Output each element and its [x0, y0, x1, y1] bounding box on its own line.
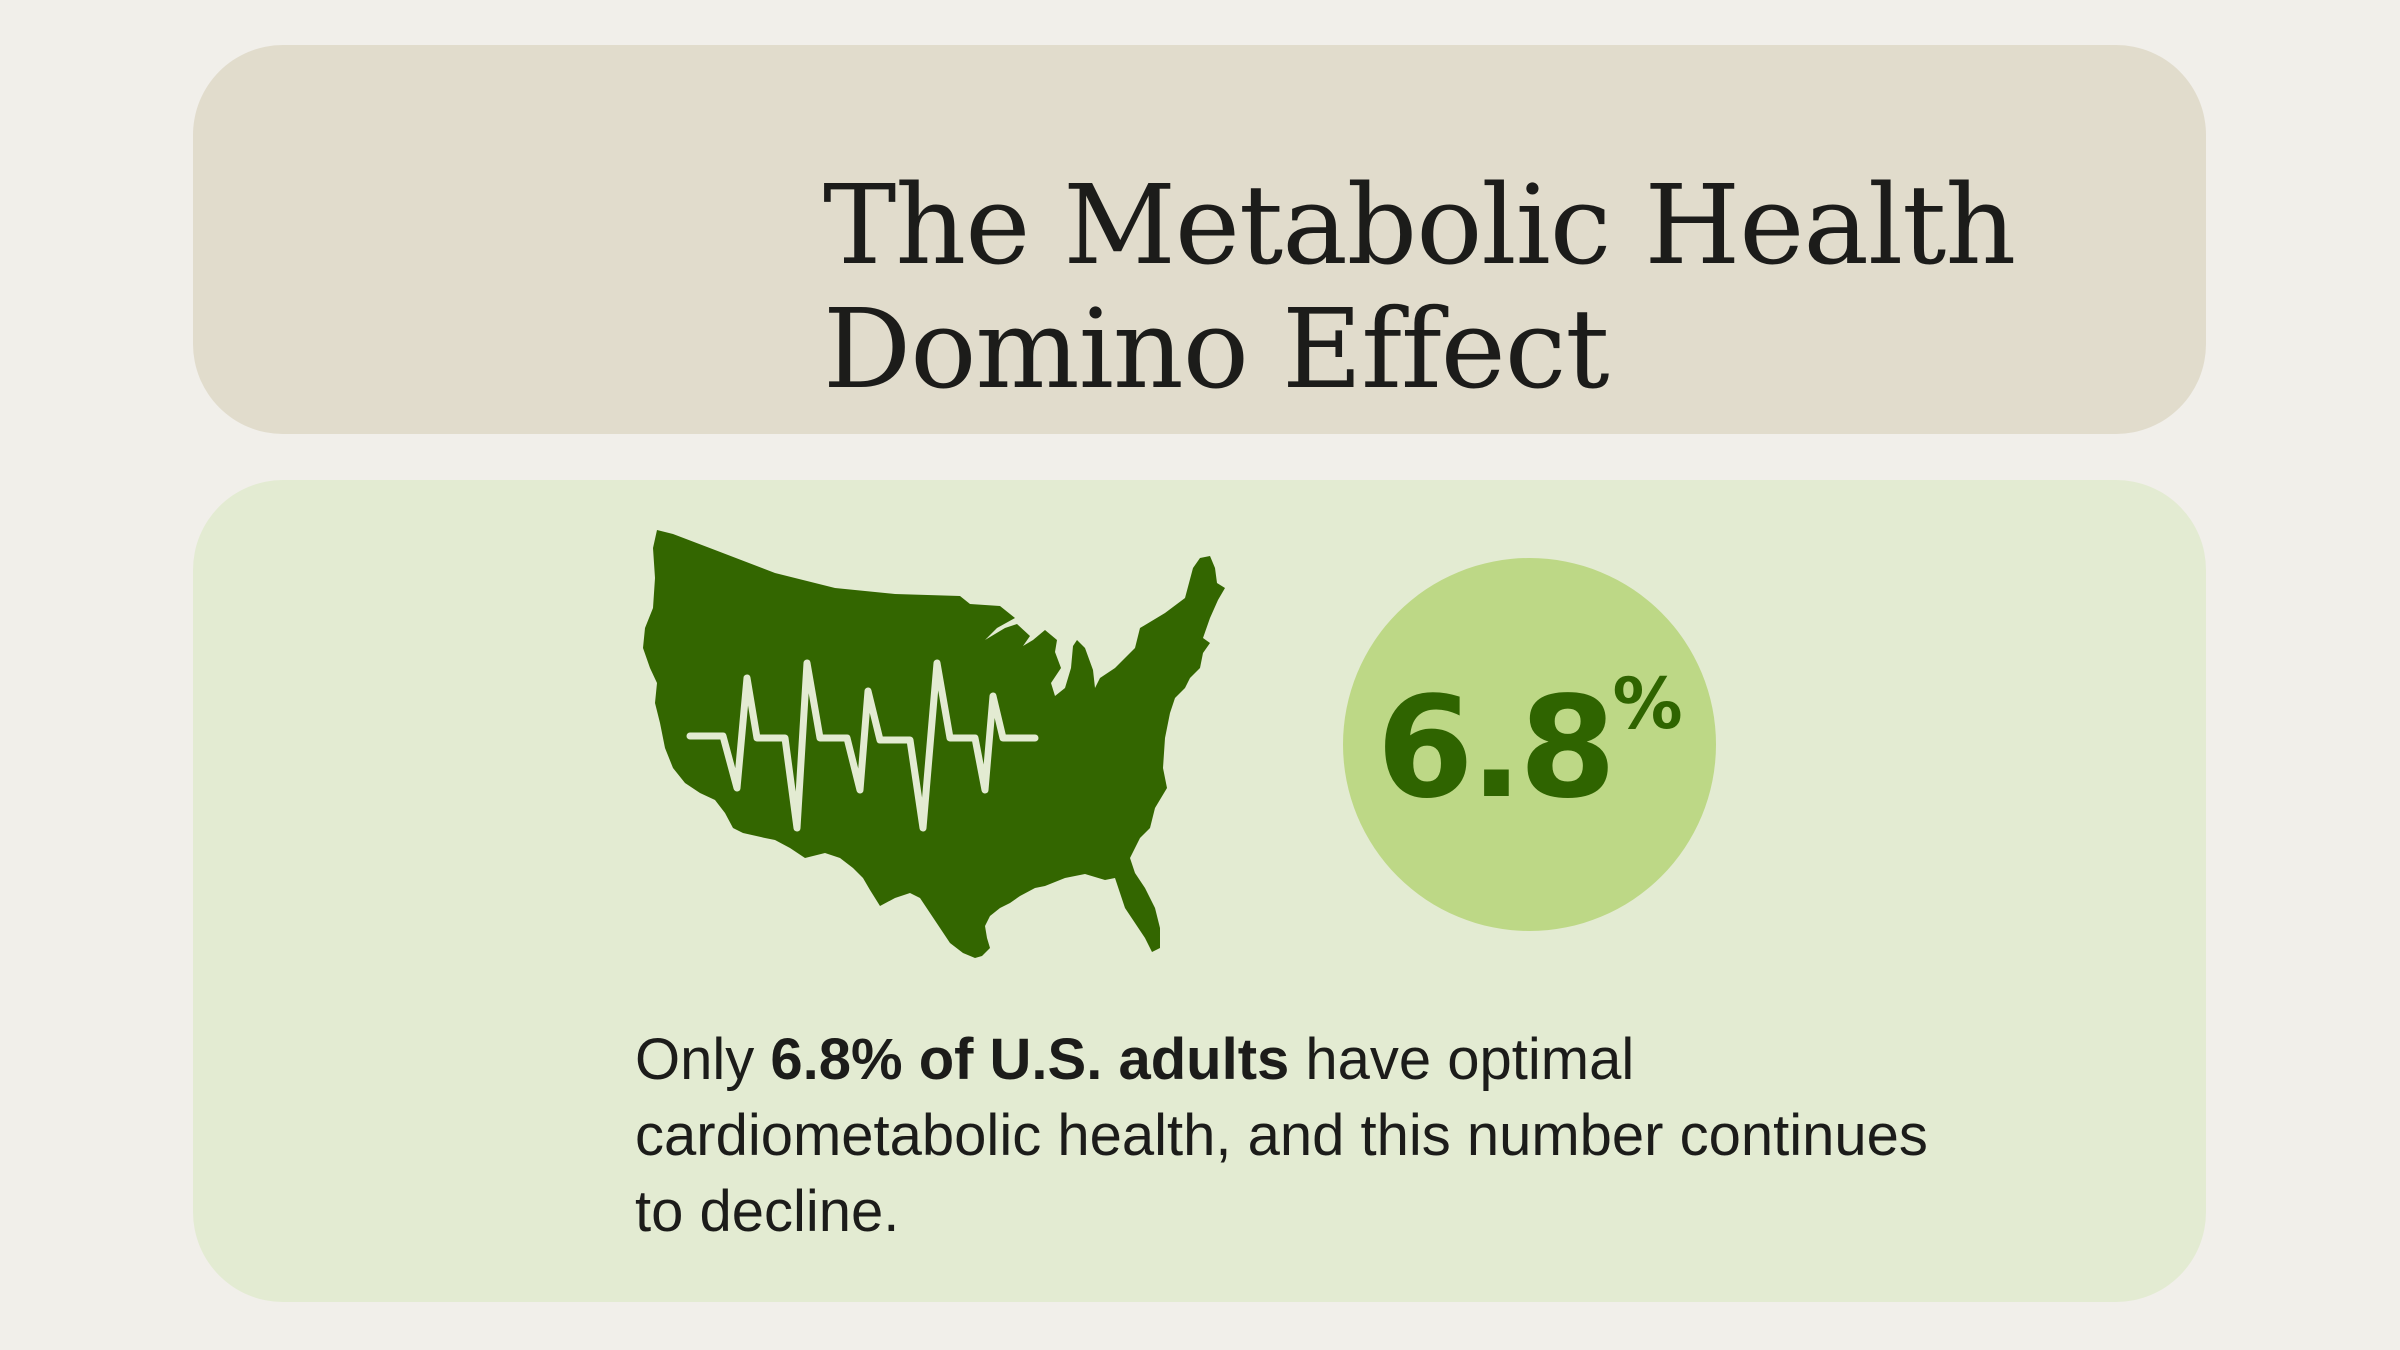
heartbeat-line — [686, 659, 1039, 832]
page-title: The Metabolic Health Domino Effect — [823, 161, 2016, 413]
title-line-2: Domino Effect — [823, 285, 1610, 413]
description-bold: 6.8% of U.S. adults — [770, 1027, 1290, 1092]
title-line-1: The Metabolic Health — [823, 161, 2016, 289]
description-pre: Only — [635, 1027, 771, 1092]
us-map-heartbeat-icon — [643, 530, 1225, 958]
stat-circle: 6.8% — [1343, 558, 1716, 931]
us-map-silhouette — [643, 530, 1225, 958]
description-post: have optimal cardiometabolic health, and… — [635, 1027, 1928, 1244]
title-card: The Metabolic Health Domino Effect — [193, 45, 2206, 434]
stat-number: 6.8 — [1376, 667, 1616, 830]
stat-value: 6.8% — [1376, 663, 1682, 830]
stat-unit: % — [1612, 663, 1683, 746]
stat-description: Only 6.8% of U.S. adults have optimal ca… — [635, 1022, 1935, 1250]
